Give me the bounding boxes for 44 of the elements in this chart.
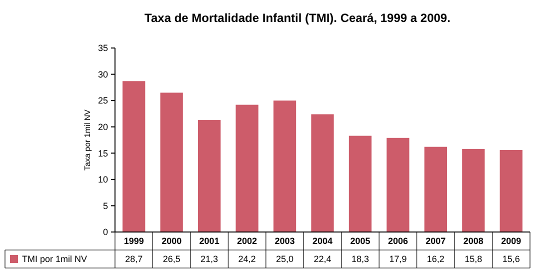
data-label: 25,0 (276, 254, 294, 264)
bar (311, 114, 334, 232)
x-tick-label: 2006 (388, 236, 408, 246)
x-tick-label: 2005 (350, 236, 370, 246)
y-axis-title: Taxa por 1mil NV (83, 108, 92, 170)
bar (236, 104, 258, 232)
bar (160, 92, 183, 232)
x-tick-label: 1999 (124, 236, 144, 246)
data-label: 26,5 (162, 254, 180, 264)
bar (122, 81, 146, 232)
chart-title: Taxa de Mortalidade Infantil (TMI). Ceará, 1999 a 2009. (144, 11, 450, 25)
bar (424, 146, 447, 232)
y-tick-label: 5 (102, 200, 108, 211)
x-tick-label: 2009 (501, 236, 522, 246)
bar (386, 138, 410, 232)
data-label: 22,4 (314, 254, 332, 264)
data-label: 28,7 (125, 254, 143, 264)
data-label: 15,8 (464, 254, 482, 264)
bar (273, 100, 296, 232)
data-label: 18,3 (351, 254, 369, 264)
bar (198, 120, 221, 232)
x-tick-label: 2007 (426, 236, 446, 246)
y-tick-label: 35 (98, 43, 108, 54)
y-tick-label: 25 (98, 96, 108, 106)
x-tick-label: 2003 (274, 236, 295, 246)
y-tick-label: 20 (98, 122, 108, 132)
data-label: 24,2 (238, 254, 256, 264)
legend-label: TMI por 1mil NV (22, 254, 88, 264)
data-label: 21,3 (200, 254, 218, 264)
x-tick-label: 2004 (312, 236, 333, 246)
x-tick-label: 2002 (237, 236, 258, 246)
x-tick-label: 2008 (463, 236, 484, 246)
bar (462, 148, 485, 232)
x-tick-label: 2001 (199, 236, 220, 246)
y-tick-label: 15 (98, 148, 108, 158)
x-tick-label: 2000 (162, 236, 182, 246)
y-tick-label: 10 (98, 174, 108, 185)
bar (500, 150, 522, 232)
y-tick-label: 0 (102, 227, 108, 238)
data-label: 15,6 (502, 254, 520, 264)
bar (348, 136, 372, 232)
y-tick-label: 30 (98, 69, 108, 80)
data-label: 16,2 (426, 254, 444, 264)
data-label: 17,9 (389, 254, 407, 264)
